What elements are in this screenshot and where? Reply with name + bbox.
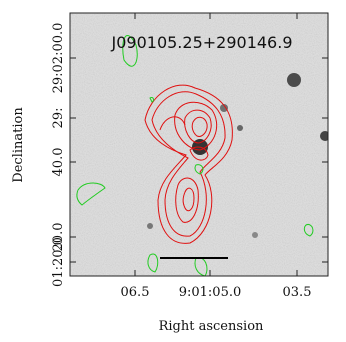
radio-contours	[144, 84, 233, 244]
y-tick-label: 01:20.0	[51, 237, 66, 287]
x-tick-label: 03.5	[283, 285, 312, 300]
x-tick-label: 06.5	[121, 285, 150, 300]
title: J090105.25+290146.9	[111, 33, 293, 52]
sky-image	[70, 13, 328, 276]
y-tick-label: 20.0	[51, 223, 66, 252]
y-tick-label: 40.0	[51, 148, 66, 177]
x-axis-label: Right ascension	[159, 319, 264, 334]
x-tick-label: 9:01:05.0	[179, 285, 242, 300]
plot-frame	[69, 12, 329, 277]
y-tick-label: 29:	[51, 108, 66, 129]
optical-contours	[76, 35, 314, 276]
y-tick-label: 29:02:00.0	[51, 23, 66, 94]
y-axis-label: Declination	[11, 107, 26, 183]
